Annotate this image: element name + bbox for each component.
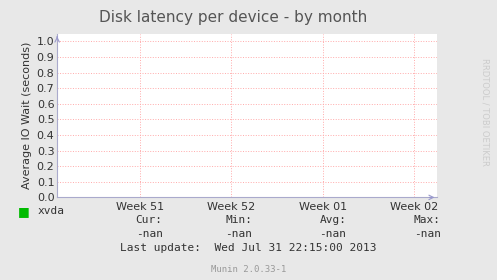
Text: Cur:: Cur: — [136, 215, 163, 225]
Text: xvda: xvda — [37, 206, 64, 216]
Text: Avg:: Avg: — [320, 215, 346, 225]
Y-axis label: Average IO Wait (seconds): Average IO Wait (seconds) — [22, 42, 32, 189]
Text: -nan: -nan — [414, 229, 441, 239]
Text: Disk latency per device - by month: Disk latency per device - by month — [99, 10, 368, 25]
Text: -nan: -nan — [225, 229, 252, 239]
Text: Min:: Min: — [225, 215, 252, 225]
Text: Max:: Max: — [414, 215, 441, 225]
Text: -nan: -nan — [320, 229, 346, 239]
Text: Munin 2.0.33-1: Munin 2.0.33-1 — [211, 265, 286, 274]
Text: RRDTOOL / TOBI OETIKER: RRDTOOL / TOBI OETIKER — [481, 58, 490, 166]
Text: Last update:  Wed Jul 31 22:15:00 2013: Last update: Wed Jul 31 22:15:00 2013 — [120, 243, 377, 253]
Text: ■: ■ — [17, 205, 29, 218]
Text: -nan: -nan — [136, 229, 163, 239]
